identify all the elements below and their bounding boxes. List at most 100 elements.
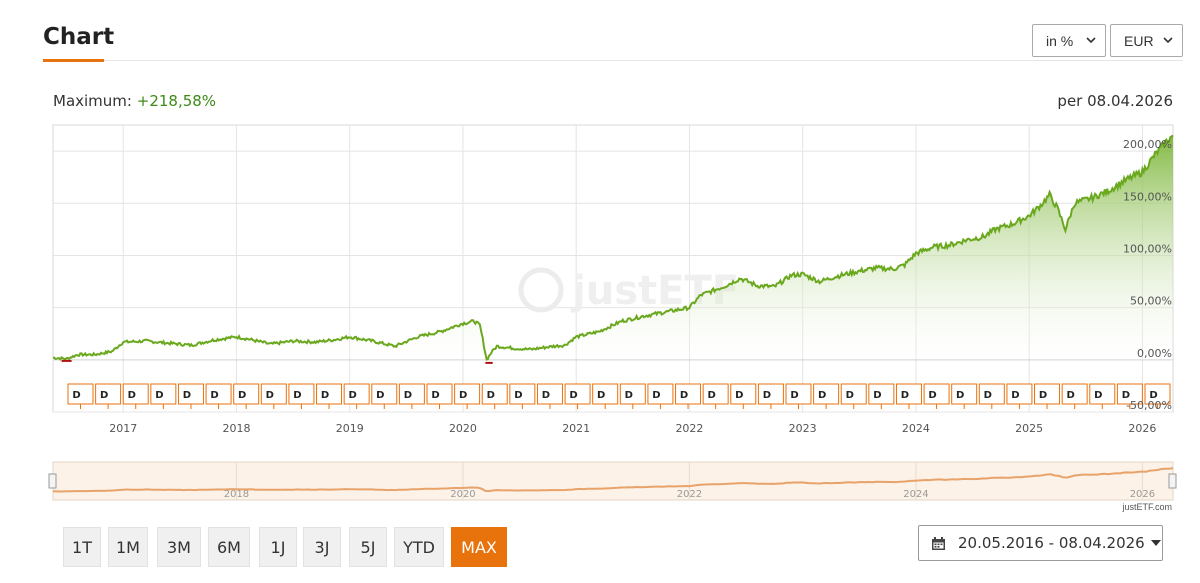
- currency-select[interactable]: EUR: [1110, 24, 1183, 57]
- navigator-tick-label: 2022: [677, 489, 702, 500]
- range-button-1j[interactable]: 1J: [259, 527, 297, 567]
- navigator-tick-label: 2026: [1130, 489, 1155, 500]
- dividend-marker-label: D: [210, 390, 218, 401]
- unit-select[interactable]: in %: [1032, 24, 1106, 57]
- dividend-marker[interactable]: D: [260, 383, 287, 409]
- dividend-marker[interactable]: D: [536, 383, 563, 409]
- dividend-marker[interactable]: D: [509, 383, 536, 409]
- dividend-marker[interactable]: D: [233, 383, 260, 409]
- navigator-background: [52, 461, 1174, 501]
- range-button-ytd[interactable]: YTD: [394, 527, 444, 567]
- chevron-down-icon: [1163, 37, 1173, 44]
- calendar-icon: [932, 536, 945, 550]
- dividend-marker[interactable]: D: [288, 383, 315, 409]
- navigator-axis-labels: 2018 2020 2022 2024 2026: [224, 462, 1155, 500]
- y-axis-labels: 0,00% 50,00% 100,00% 150,00% 200,00% -50,00%: [1123, 138, 1172, 412]
- dividend-marker[interactable]: D: [647, 383, 674, 409]
- as-of-date: per 08.04.2026: [1057, 92, 1173, 110]
- dividend-marker[interactable]: D: [1006, 383, 1033, 409]
- dividend-marker[interactable]: D: [1144, 383, 1171, 409]
- dividend-marker-label: D: [597, 390, 605, 401]
- dividend-marker[interactable]: D: [757, 383, 784, 409]
- dividend-marker[interactable]: D: [1089, 383, 1116, 409]
- dividend-marker[interactable]: D: [371, 383, 398, 409]
- dividend-marker[interactable]: D: [122, 383, 149, 409]
- x-tick-label: 2024: [902, 422, 930, 435]
- range-button-5j[interactable]: 5J: [349, 527, 387, 567]
- navigator-handle-right[interactable]: [1168, 473, 1177, 489]
- y-tick-label: 50,00%: [1130, 295, 1172, 308]
- range-button-max[interactable]: MAX: [451, 527, 507, 567]
- dividend-marker[interactable]: D: [895, 383, 922, 409]
- dividend-marker-label: D: [100, 390, 108, 401]
- dividend-marker[interactable]: D: [813, 383, 840, 409]
- dividend-marker-label: D: [818, 390, 826, 401]
- dividend-marker[interactable]: D: [619, 383, 646, 409]
- dividend-marker[interactable]: D: [1061, 383, 1088, 409]
- range-button-6m[interactable]: 6M: [208, 527, 250, 567]
- dividend-marker[interactable]: D: [481, 383, 508, 409]
- dividend-marker[interactable]: D: [1116, 383, 1143, 409]
- x-tick-label: 2019: [336, 422, 364, 435]
- dividend-marker[interactable]: D: [343, 383, 370, 409]
- dividend-marker[interactable]: D: [95, 383, 122, 409]
- dividend-marker[interactable]: D: [426, 383, 453, 409]
- dividend-marker[interactable]: D: [316, 383, 343, 409]
- dividend-marker-label: D: [984, 390, 992, 401]
- dividend-marker[interactable]: D: [785, 383, 812, 409]
- dividend-marker[interactable]: D: [564, 383, 591, 409]
- dividend-marker[interactable]: D: [840, 383, 867, 409]
- dividend-marker-label: D: [1039, 390, 1047, 401]
- dividend-marker[interactable]: D: [205, 383, 232, 409]
- dividend-marker-label: D: [680, 390, 688, 401]
- x-tick-label: 2017: [109, 422, 137, 435]
- dividend-marker-label: D: [293, 390, 301, 401]
- dividend-marker[interactable]: D: [923, 383, 950, 409]
- dividend-marker[interactable]: D: [150, 383, 177, 409]
- page-title: Chart: [43, 24, 115, 50]
- dividend-marker-label: D: [1066, 390, 1074, 401]
- x-tick-label: 2026: [1128, 422, 1156, 435]
- dividend-marker-label: D: [625, 390, 633, 401]
- dividend-marker[interactable]: D: [951, 383, 978, 409]
- dividend-marker-label: D: [763, 390, 771, 401]
- dividend-marker[interactable]: D: [868, 383, 895, 409]
- dividend-marker-label: D: [128, 390, 136, 401]
- x-axis-labels: 2017 2018 2019 2020 2021 2022 2023 2024 2025 2026: [109, 422, 1156, 435]
- dividend-marker-label: D: [790, 390, 798, 401]
- dividend-marker[interactable]: D: [454, 383, 481, 409]
- range-button-1t[interactable]: 1T: [63, 527, 101, 567]
- navigator-tick-label: 2018: [224, 489, 249, 500]
- range-button-3m[interactable]: 3M: [157, 527, 201, 567]
- navigator[interactable]: 2018 2020 2022 2024 2026: [48, 461, 1177, 501]
- navigator-tick-label: 2020: [450, 489, 475, 500]
- unit-select-value: in %: [1046, 32, 1074, 49]
- date-range-picker[interactable]: 20.05.2016 - 08.04.2026: [918, 525, 1163, 561]
- dividend-marker[interactable]: D: [592, 383, 619, 409]
- dividend-marker[interactable]: D: [1034, 383, 1061, 409]
- y-tick-label: 150,00%: [1123, 190, 1172, 203]
- dividend-marker-label: D: [72, 390, 80, 401]
- y-tick-label: 0,00%: [1137, 347, 1172, 360]
- dividend-marker-label: D: [155, 390, 163, 401]
- dividend-marker-label: D: [514, 390, 522, 401]
- dividend-marker-label: D: [928, 390, 936, 401]
- dividend-marker[interactable]: D: [978, 383, 1005, 409]
- dividend-marker[interactable]: D: [675, 383, 702, 409]
- x-tick-label: 2025: [1015, 422, 1043, 435]
- dividend-marker[interactable]: D: [177, 383, 204, 409]
- dividend-marker-label: D: [735, 390, 743, 401]
- dividend-marker[interactable]: D: [67, 383, 94, 409]
- navigator-handle-left[interactable]: [48, 473, 57, 489]
- dividend-marker-label: D: [1094, 390, 1102, 401]
- maximum-summary: Maximum: +218,58%: [53, 92, 216, 110]
- dividend-marker[interactable]: D: [702, 383, 729, 409]
- range-button-1m[interactable]: 1M: [108, 527, 148, 567]
- y-tick-label: 200,00%: [1123, 138, 1172, 151]
- dividend-marker[interactable]: D: [730, 383, 757, 409]
- range-button-3j[interactable]: 3J: [303, 527, 341, 567]
- grid-lines: [53, 125, 1173, 413]
- credit-text: justETF.com: [1122, 502, 1172, 512]
- dividend-marker[interactable]: D: [398, 383, 425, 409]
